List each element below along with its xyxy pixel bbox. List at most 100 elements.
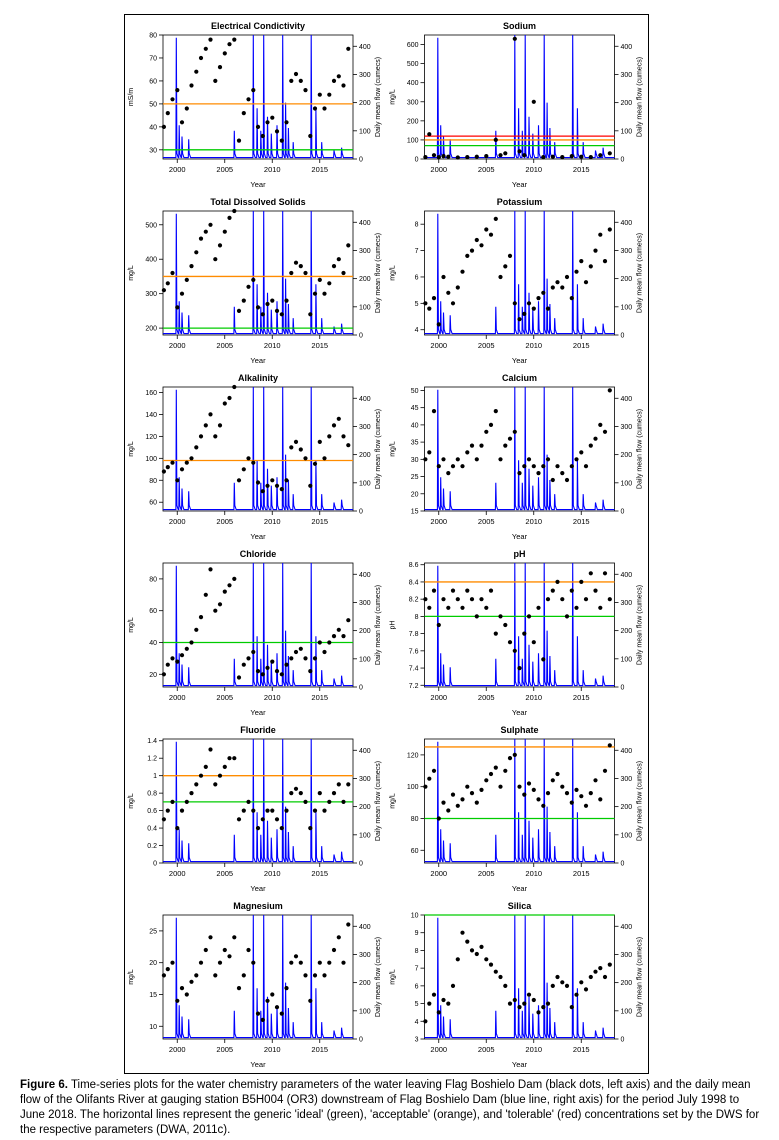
flow-series-line [424, 34, 615, 159]
data-point [165, 281, 170, 286]
data-point [236, 817, 242, 822]
y2-tick-label: 0 [621, 861, 625, 868]
x-tick-label: 2005 [216, 1045, 233, 1054]
data-point [560, 471, 565, 476]
data-point [260, 672, 265, 677]
data-point [317, 960, 322, 965]
y2-tick-label: 400 [621, 748, 633, 755]
data-point [170, 656, 175, 661]
y-axis-label: mg/L [390, 441, 397, 457]
y2-tick-label: 300 [359, 600, 371, 607]
x-axis-label: Year [512, 356, 528, 365]
y-tick-label: 15 [149, 992, 157, 999]
x-tick-label: 2010 [525, 1045, 542, 1054]
x-tick-label: 2005 [478, 693, 495, 702]
data-point [450, 464, 456, 469]
y-axis-label: mg/L [390, 793, 397, 809]
data-point [346, 46, 351, 51]
data-point [336, 935, 341, 940]
data-point [189, 791, 194, 796]
plot-area [162, 562, 354, 688]
plot-area [424, 34, 615, 160]
data-point [289, 78, 294, 83]
data-point [270, 298, 275, 303]
x-axis-label: Year [512, 708, 528, 717]
data-point [446, 808, 451, 813]
data-point [446, 1001, 451, 1006]
data-point [198, 434, 204, 439]
data-point [550, 778, 555, 783]
data-point [317, 640, 322, 645]
data-point [189, 456, 194, 461]
data-point [427, 450, 432, 455]
y-tick-label: 8 [415, 614, 419, 621]
data-point [564, 791, 570, 796]
y2-tick-label: 300 [359, 776, 371, 783]
data-point [583, 803, 589, 808]
y2-tick-label: 400 [359, 748, 371, 755]
data-point [541, 155, 546, 160]
data-point [541, 464, 546, 469]
data-point [312, 808, 318, 813]
y-tick-label: 7.6 [409, 648, 419, 655]
data-point [555, 280, 560, 285]
y2-axis-label: Daily mean flow (cumecs) [375, 937, 382, 1017]
data-point [203, 592, 208, 597]
data-point [423, 597, 428, 602]
chart-title: Alkalinity [238, 373, 278, 383]
data-point [317, 277, 322, 282]
x-tick-label: 2010 [264, 517, 281, 526]
data-point [165, 111, 170, 116]
y-tick-label: 60 [149, 500, 157, 507]
data-point [289, 270, 294, 276]
data-point [175, 998, 180, 1003]
data-point [507, 436, 513, 441]
data-point [308, 483, 313, 488]
data-point [465, 939, 470, 944]
data-point [593, 778, 598, 783]
data-point [488, 232, 494, 237]
x-tick-label: 2015 [573, 869, 590, 878]
y-tick-label: 40 [149, 124, 157, 131]
y-tick-label: 300 [407, 99, 419, 106]
data-point [241, 467, 246, 472]
data-point [517, 471, 522, 476]
data-point [246, 456, 251, 461]
data-point [213, 434, 218, 439]
data-point [265, 483, 270, 488]
data-point [423, 784, 428, 789]
y-tick-label: 200 [145, 326, 157, 333]
data-point [598, 966, 603, 971]
data-point [184, 646, 189, 651]
data-point [184, 277, 189, 282]
data-point [583, 987, 589, 992]
data-point [493, 409, 498, 414]
data-point [431, 296, 437, 301]
x-tick-label: 2015 [573, 517, 590, 526]
data-point [593, 436, 598, 441]
data-point [284, 808, 289, 813]
data-point [170, 960, 175, 965]
y-tick-label: 300 [145, 291, 157, 298]
data-point [598, 153, 603, 158]
data-point [512, 648, 517, 653]
data-point [526, 301, 532, 306]
data-point [279, 487, 284, 492]
data-point [593, 588, 598, 593]
data-point [279, 312, 284, 317]
data-point [289, 445, 294, 450]
data-point [450, 301, 456, 306]
data-point [560, 784, 565, 789]
data-point [308, 998, 313, 1003]
data-point [593, 248, 598, 253]
data-point [455, 597, 460, 602]
y-tick-label: 80 [149, 478, 157, 485]
data-point [503, 151, 508, 156]
data-point [346, 443, 351, 448]
data-point [545, 1001, 551, 1006]
y-tick-label: 8 [415, 948, 419, 955]
data-point [179, 467, 185, 472]
y2-axis-label: Daily mean flow (cumecs) [375, 57, 382, 137]
data-point [602, 571, 608, 576]
y2-tick-label: 200 [359, 980, 371, 987]
